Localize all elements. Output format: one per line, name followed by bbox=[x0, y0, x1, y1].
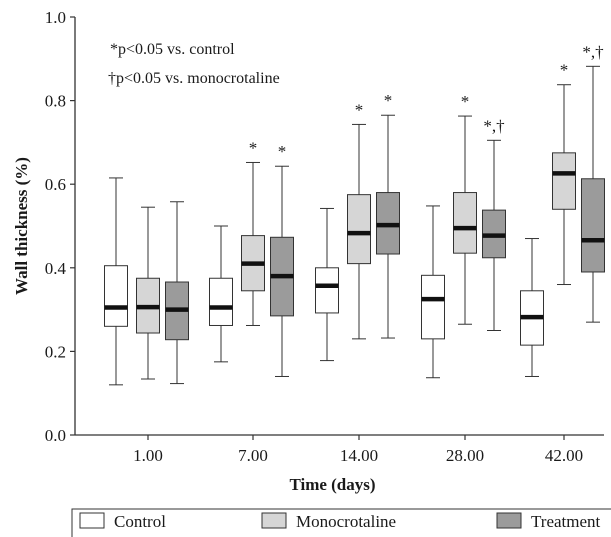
iqr-box bbox=[581, 178, 605, 273]
iqr-box bbox=[453, 192, 477, 254]
significance-mark: * bbox=[278, 142, 287, 161]
y-tick-label: 0.8 bbox=[45, 92, 66, 111]
significance-mark: * bbox=[461, 92, 470, 111]
box-treatment-14.00: * bbox=[376, 91, 400, 339]
y-tick-label: 0.4 bbox=[45, 259, 67, 278]
y-tick-label: 0.2 bbox=[45, 342, 66, 361]
x-axis-title: Time (days) bbox=[289, 475, 375, 494]
box-control-7.00 bbox=[209, 225, 233, 363]
monocrotaline-significance-note: †p<0.05 vs. monocrotaline bbox=[108, 70, 280, 87]
iqr-box bbox=[104, 265, 128, 327]
box-control-42.00 bbox=[520, 238, 544, 377]
box-treatment-1.00 bbox=[165, 201, 189, 385]
legend-frame bbox=[71, 508, 611, 537]
legend-item-monocrotaline: Monocrotaline bbox=[261, 512, 396, 531]
legend-swatch bbox=[79, 512, 105, 529]
box-control-14.00 bbox=[315, 207, 339, 362]
significance-mark: * bbox=[249, 138, 258, 157]
iqr-box bbox=[347, 194, 371, 265]
legend: Control Monocrotaline Treatment bbox=[71, 508, 611, 537]
significance-mark: * bbox=[384, 91, 393, 110]
axes: 0.0 0.2 0.4 0.6 0.8 1.0 Wall thickness (%) 1.00… bbox=[12, 8, 604, 494]
y-tick-label: 1.0 bbox=[45, 8, 66, 27]
legend-swatch bbox=[261, 512, 287, 529]
y-axis-title: Wall thickness (%) bbox=[12, 157, 31, 295]
x-tick-label: 42.00 bbox=[545, 446, 583, 465]
legend-label: Control bbox=[114, 512, 166, 531]
iqr-box bbox=[552, 152, 576, 210]
y-tick-label: 0.0 bbox=[45, 426, 66, 445]
box-control-28.00 bbox=[421, 205, 445, 379]
box-treatment-42.00: *,† bbox=[581, 42, 605, 323]
box-monocrotaline-28.00: * bbox=[453, 92, 477, 325]
x-tick-label: 1.00 bbox=[133, 446, 163, 465]
significance-mark: * bbox=[560, 61, 569, 80]
control-significance-note: *p<0.05 vs. control bbox=[110, 41, 235, 58]
box-monocrotaline-42.00: * bbox=[552, 61, 576, 286]
box-monocrotaline-14.00: * bbox=[347, 100, 371, 340]
box-treatment-7.00: * bbox=[270, 142, 294, 377]
significance-mark: *,† bbox=[582, 42, 603, 61]
legend-label: Monocrotaline bbox=[296, 512, 396, 531]
box-control-1.00 bbox=[104, 177, 128, 386]
x-tick-label: 14.00 bbox=[340, 446, 378, 465]
significance-notes: *p<0.05 vs. control †p<0.05 vs. monocrot… bbox=[108, 41, 280, 87]
legend-item-control: Control bbox=[79, 512, 166, 531]
x-tick-label: 7.00 bbox=[238, 446, 268, 465]
significance-mark: *,† bbox=[483, 116, 504, 135]
iqr-box bbox=[209, 277, 233, 326]
significance-mark: * bbox=[355, 100, 364, 119]
box-treatment-28.00: *,† bbox=[482, 116, 506, 331]
iqr-box bbox=[315, 267, 339, 314]
y-tick-label: 0.6 bbox=[45, 175, 66, 194]
legend-label: Treatment bbox=[531, 512, 601, 531]
box-monocrotaline-1.00 bbox=[136, 206, 160, 380]
x-tick-label: 28.00 bbox=[446, 446, 484, 465]
iqr-box bbox=[421, 274, 445, 340]
box-monocrotaline-7.00: * bbox=[241, 138, 265, 326]
box-groups: * * * * * * *,† *,† bbox=[104, 42, 605, 386]
legend-item-treatment: Treatment bbox=[496, 512, 601, 531]
legend-swatch bbox=[496, 512, 522, 529]
